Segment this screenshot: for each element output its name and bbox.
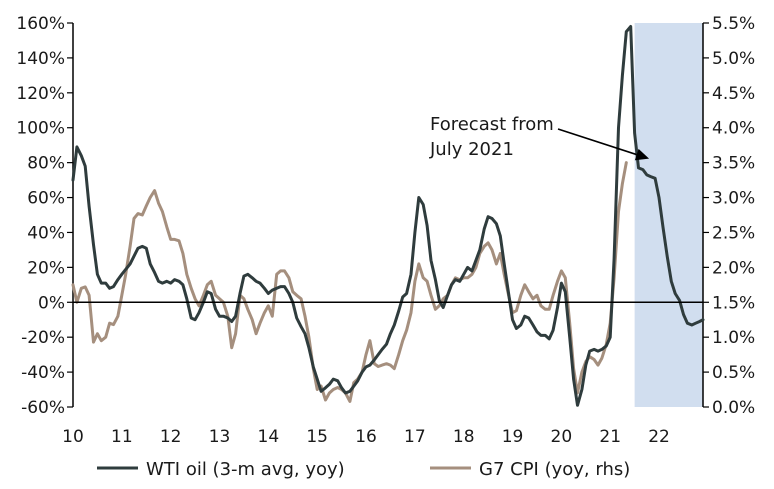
left-tick-label: 140% <box>16 49 65 69</box>
right-tick-label: 1.5% <box>712 293 755 313</box>
left-tick-label: 80% <box>27 154 65 174</box>
left-axis-ticks: -60% -40% -20% 0% 20% 40% 60% 80% 100% 120% 140% 16… <box>16 14 73 418</box>
x-tick-label: 22 <box>648 427 670 447</box>
right-tick-label: 1.0% <box>712 328 755 348</box>
right-tick-label: 5.0% <box>712 49 755 69</box>
x-tick-label: 10 <box>62 427 84 447</box>
left-tick-label: 160% <box>16 14 65 34</box>
x-tick-label: 17 <box>404 427 426 447</box>
right-tick-label: 2.5% <box>712 223 755 243</box>
annotation-line-2: July 2021 <box>429 139 514 160</box>
left-tick-label: 120% <box>16 84 65 104</box>
right-tick-label: 0.5% <box>712 363 755 383</box>
x-tick-label: 21 <box>599 427 621 447</box>
legend-label-cpi: G7 CPI (yoy, rhs) <box>479 459 630 480</box>
x-tick-label: 11 <box>111 427 133 447</box>
legend-label-wti: WTI oil (3-m avg, yoy) <box>146 459 345 480</box>
right-tick-label: 2.0% <box>712 258 755 278</box>
left-tick-label: 20% <box>27 258 65 278</box>
right-tick-label: 4.5% <box>712 84 755 104</box>
left-tick-label: 100% <box>16 119 65 139</box>
left-tick-label: 60% <box>27 189 65 209</box>
left-tick-label: -40% <box>21 363 65 383</box>
right-tick-label: 3.0% <box>712 189 755 209</box>
right-axis-ticks: 0.0% 0.5% 1.0% 1.5% 2.0% 2.5% 3.0% 3.5% 4.0% 4.5%… <box>703 14 755 418</box>
series-line-cpi <box>71 161 628 403</box>
forecast-annotation: Forecast from July 2021 <box>429 114 650 161</box>
annotation-arrow-shaft <box>557 128 637 156</box>
left-tick-label: 40% <box>27 223 65 243</box>
x-tick-label: 13 <box>209 427 231 447</box>
left-tick-label: 0% <box>38 293 65 313</box>
right-tick-label: 5.5% <box>712 14 755 34</box>
x-tick-label: 18 <box>453 427 475 447</box>
left-tick-label: -20% <box>21 328 65 348</box>
left-tick-label: -60% <box>21 398 65 418</box>
annotation-line-1: Forecast from <box>430 114 554 135</box>
x-tick-label: 14 <box>258 427 280 447</box>
x-tick-label: 19 <box>502 427 524 447</box>
right-tick-label: 4.0% <box>712 119 755 139</box>
series-line-wti <box>71 25 705 407</box>
forecast-shading <box>634 23 703 407</box>
annotation-arrow-head <box>634 148 650 161</box>
legend: WTI oil (3-m avg, yoy) G7 CPI (yoy, rhs) <box>97 459 630 480</box>
x-tick-label: 12 <box>160 427 182 447</box>
x-axis-ticks: 10 11 12 13 14 15 16 17 18 19 20 21 22 <box>62 427 670 447</box>
series-lines <box>71 25 705 407</box>
right-tick-label: 3.5% <box>712 154 755 174</box>
x-tick-label: 15 <box>306 427 328 447</box>
right-tick-label: 0.0% <box>712 398 755 418</box>
x-tick-label: 20 <box>551 427 573 447</box>
x-tick-label: 16 <box>355 427 377 447</box>
